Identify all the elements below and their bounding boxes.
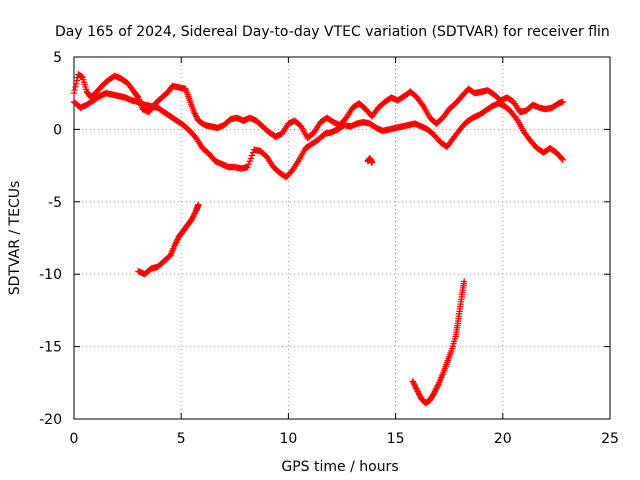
data-point <box>248 152 256 159</box>
data-point <box>195 201 202 208</box>
data-point <box>431 388 439 395</box>
data-point <box>415 391 423 398</box>
data-point <box>72 80 80 87</box>
axis-ticks: 0 5 10 15 20 25 -20 -15 -10 -5 0 5 <box>39 50 619 447</box>
data-point <box>172 240 179 247</box>
data-point <box>433 385 440 392</box>
data-point <box>193 113 200 120</box>
data-point <box>559 156 567 164</box>
x-tick-label: 5 <box>177 431 186 447</box>
x-tick-label: 0 <box>70 431 79 447</box>
data-point <box>430 389 438 397</box>
data-point <box>247 155 255 162</box>
data-point <box>171 242 178 249</box>
data-point <box>190 108 198 116</box>
chart-title: Day 165 of 2024, Sidereal Day-to-day VTE… <box>55 24 610 40</box>
x-axis-title: GPS time / hours <box>281 459 398 475</box>
data-point <box>432 386 439 394</box>
data-points <box>70 71 567 407</box>
x-tick-label: 20 <box>494 431 512 447</box>
y-tick-label: -5 <box>48 195 62 211</box>
y-tick-label: 5 <box>53 50 62 66</box>
data-point <box>410 381 418 388</box>
data-point <box>559 98 567 106</box>
data-point <box>192 111 199 119</box>
data-point <box>189 214 196 221</box>
data-point <box>433 383 441 391</box>
data-point <box>72 83 79 91</box>
data-point <box>513 116 520 123</box>
x-tick-label: 10 <box>279 431 297 447</box>
x-tick-label: 15 <box>387 431 405 447</box>
data-point <box>410 379 417 386</box>
data-point <box>416 392 424 400</box>
data-point <box>173 237 181 245</box>
x-tick-label: 25 <box>601 431 619 447</box>
data-point <box>246 158 254 165</box>
data-point <box>191 110 198 117</box>
data-point <box>190 211 198 219</box>
data-point <box>245 160 252 168</box>
data-point <box>409 378 416 385</box>
data-point <box>188 215 196 223</box>
y-tick-label: 0 <box>53 122 62 138</box>
data-point <box>368 159 376 166</box>
data-point <box>411 382 419 389</box>
data-point <box>174 236 181 243</box>
data-point <box>191 210 198 217</box>
data-point <box>190 213 197 220</box>
data-point <box>413 386 421 394</box>
data-point <box>461 278 468 285</box>
y-tick-label: -10 <box>39 267 62 283</box>
data-point <box>71 86 78 94</box>
series-isolated-point <box>364 155 376 166</box>
data-point <box>172 239 180 246</box>
series-lower-right-track <box>409 278 468 407</box>
series-middle-track <box>70 90 567 181</box>
y-tick-label: -15 <box>39 340 62 356</box>
data-point <box>244 163 251 171</box>
data-point <box>558 155 565 162</box>
y-tick-label: -20 <box>39 412 62 428</box>
y-axis-title: SDTVAR / TECUs <box>7 181 23 296</box>
data-point <box>70 90 78 97</box>
series-lower-left-track <box>135 201 202 278</box>
data-point <box>412 383 419 391</box>
data-point <box>414 388 421 395</box>
grid <box>74 57 610 419</box>
data-point <box>413 385 420 392</box>
data-point <box>419 101 426 108</box>
data-point <box>73 77 81 84</box>
data-point <box>434 382 441 389</box>
plot-area <box>73 56 611 420</box>
data-point <box>193 114 201 122</box>
data-point <box>415 389 422 397</box>
